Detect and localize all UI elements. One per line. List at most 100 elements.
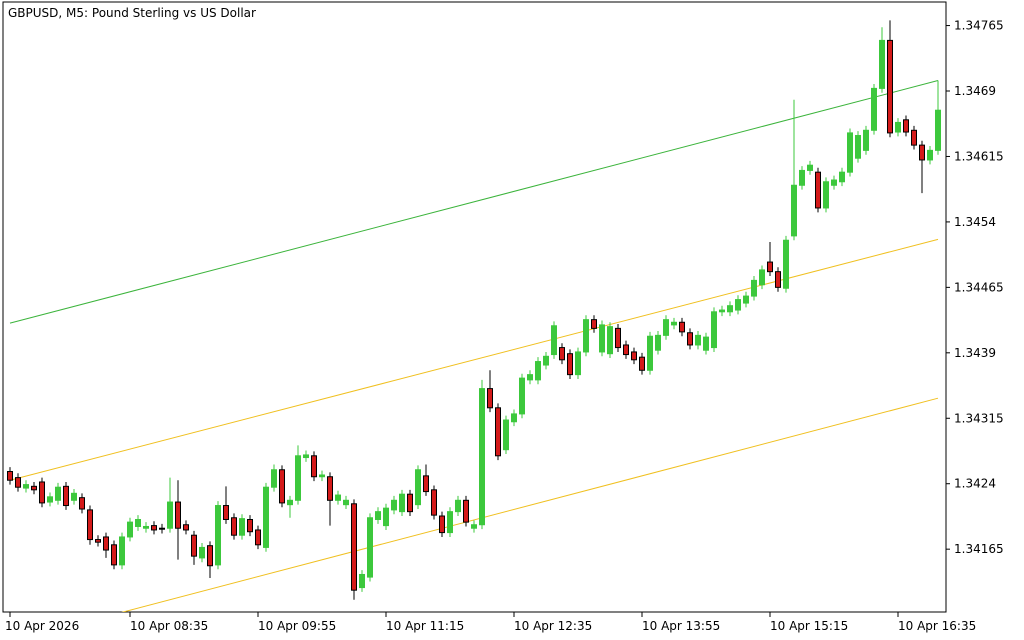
candle-body — [255, 529, 261, 546]
candle-body — [431, 489, 437, 516]
candle-body — [783, 239, 789, 289]
candle-body — [327, 476, 333, 501]
candle-body — [335, 494, 341, 501]
candle-body — [383, 507, 389, 527]
candle-body — [103, 536, 109, 551]
candle-body — [887, 39, 893, 134]
candle-body — [71, 492, 77, 501]
candle-body — [567, 353, 573, 376]
candle-body — [143, 525, 149, 529]
candle-body — [847, 132, 853, 173]
x-tick-label: 10 Apr 2026 — [5, 619, 79, 633]
candle-body — [47, 496, 53, 503]
y-tick-label: 1.34165 — [954, 542, 1004, 556]
candle-body — [527, 374, 533, 381]
candle-body — [855, 135, 861, 159]
x-tick-label: 10 Apr 08:35 — [130, 619, 208, 633]
candle-body — [207, 545, 213, 567]
candle-body — [671, 321, 677, 326]
candle-body — [39, 481, 45, 504]
candle-body — [23, 484, 29, 489]
candle-body — [159, 527, 165, 530]
channel-line — [121, 397, 939, 612]
candle-body — [303, 454, 309, 459]
candle-body — [231, 517, 237, 536]
candle-body — [399, 493, 405, 513]
x-tick-label: 10 Apr 09:55 — [258, 619, 336, 633]
candle-body — [415, 469, 421, 506]
candle-body — [615, 327, 621, 349]
candle-body — [55, 486, 61, 501]
candle-body — [911, 129, 917, 146]
candle-body — [455, 499, 461, 513]
candle-body — [919, 144, 925, 161]
y-tick-label: 1.3469 — [954, 84, 996, 98]
candle-body — [359, 573, 365, 589]
y-tick-label: 1.3454 — [954, 215, 996, 229]
candle-body — [223, 505, 229, 520]
candle-body — [831, 179, 837, 186]
candle-body — [247, 518, 253, 533]
candle-body — [343, 499, 349, 506]
candle-body — [167, 501, 173, 529]
candle-body — [79, 497, 85, 510]
candle-body — [127, 521, 133, 538]
candle-body — [447, 511, 453, 534]
candle-body — [511, 413, 517, 423]
candle-body — [575, 351, 581, 376]
candle-body — [487, 388, 493, 409]
candle-body — [95, 539, 101, 543]
candle-body — [439, 515, 445, 534]
candle-body — [551, 325, 557, 356]
candle-body — [111, 544, 117, 566]
plot-frame — [2, 1, 947, 613]
candle-body — [175, 501, 181, 529]
candle-body — [751, 279, 757, 297]
candle-body — [367, 517, 373, 578]
candle-body — [391, 499, 397, 511]
candle-body — [879, 39, 885, 89]
candle-body — [927, 149, 933, 161]
candle-body — [543, 355, 549, 366]
candle-body — [63, 485, 69, 507]
candle-body — [895, 121, 901, 133]
candle-body — [287, 499, 293, 506]
candle-body — [743, 295, 749, 304]
candle-body — [679, 321, 685, 333]
candle-body — [271, 469, 277, 488]
y-tick-label: 1.3439 — [954, 346, 996, 360]
candle-body — [711, 311, 717, 349]
candle-body — [823, 181, 829, 209]
candle-body — [239, 518, 245, 536]
candle-body — [703, 336, 709, 351]
candle-body — [655, 334, 661, 351]
candle-body — [407, 493, 413, 513]
candle-body — [151, 525, 157, 531]
candle-body — [183, 524, 189, 531]
channel-line — [9, 80, 939, 324]
candle-body — [311, 455, 317, 478]
candle-body — [423, 475, 429, 493]
candle-body — [727, 305, 733, 313]
candle-body — [199, 546, 205, 559]
candle-body — [215, 505, 221, 566]
candle-body — [767, 261, 773, 273]
chart-title: GBPUSD, M5: Pound Sterling vs US Dollar — [8, 6, 256, 20]
candle-body — [295, 455, 301, 501]
candle-body — [479, 388, 485, 526]
candle-body — [263, 486, 269, 548]
candle-body — [607, 326, 613, 355]
candle-body — [503, 419, 509, 451]
candle-body — [695, 334, 701, 346]
candle-body — [119, 536, 125, 566]
x-tick-label: 10 Apr 16:35 — [898, 619, 976, 633]
y-tick-label: 1.34615 — [954, 149, 1004, 163]
x-tick-label: 10 Apr 11:15 — [386, 619, 464, 633]
candle-body — [15, 477, 21, 488]
candle-body — [903, 119, 909, 133]
x-tick-label: 10 Apr 15:15 — [770, 619, 848, 633]
candle-body — [375, 511, 381, 520]
candle-body — [31, 485, 37, 491]
candle-body — [495, 407, 501, 457]
candle-body — [815, 171, 821, 209]
